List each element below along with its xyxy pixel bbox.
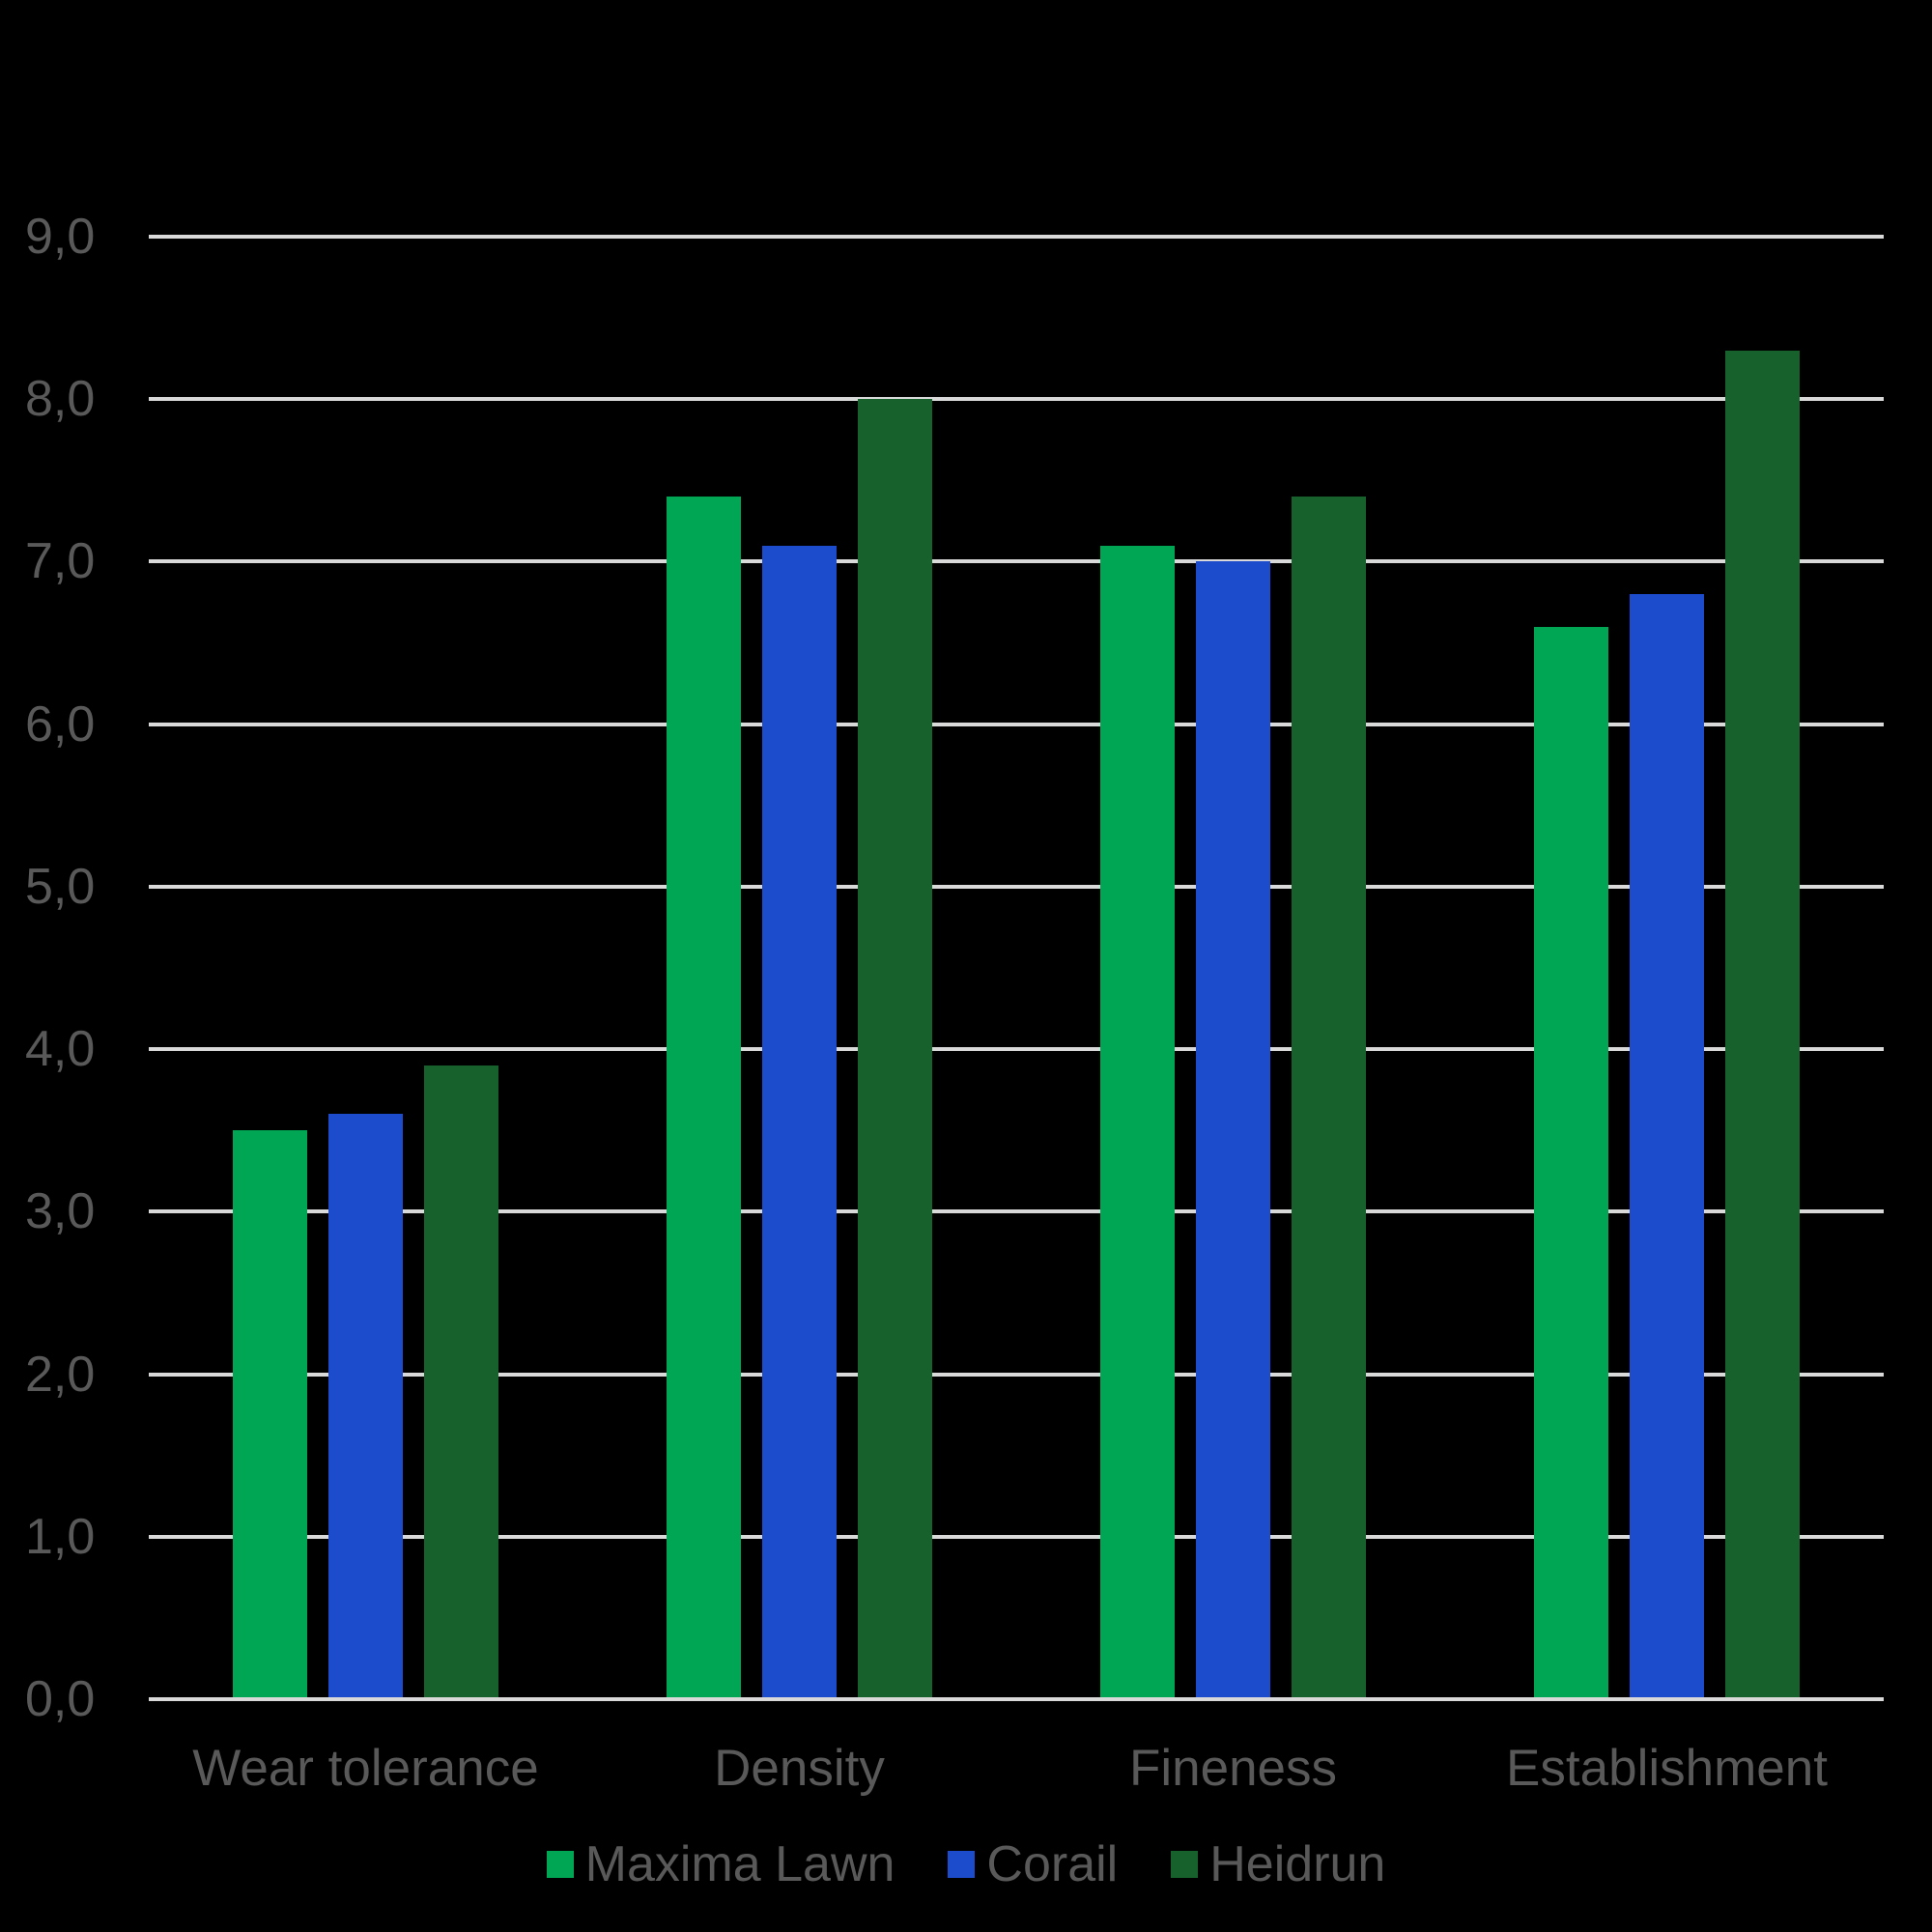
plot-area: 0,0 1,0 2,0 3,0 4,0 5,0 6,0 7,0 8,0 9,0 Wear toler… [25,210,1884,1797]
gridline [149,235,1884,239]
gridline [149,884,1884,889]
x-axis-category-label: Establishment [1506,1740,1828,1797]
bar-heidrun-wear-tolerance [424,1065,498,1699]
bar-maxima-lawn-establishment [1534,626,1608,1699]
bar-corail-fineness [1196,561,1270,1699]
legend-swatch-maxima-lawn [546,1851,574,1878]
legend: Maxima Lawn Corail Heidrun [0,1833,1932,1895]
y-axis-tick-label: 8,0 [25,371,96,428]
x-axis-category-label: Density [714,1740,885,1797]
gridline [149,722,1884,726]
x-axis-category-label: Fineness [1128,1740,1338,1797]
legend-item-maxima-lawn: Maxima Lawn [546,1835,895,1893]
legend-item-heidrun: Heidrun [1171,1835,1385,1893]
gridline [149,1209,1884,1214]
y-axis-tick-label: 6,0 [25,696,96,753]
bar-maxima-lawn-wear-tolerance [233,1130,307,1699]
gridline [149,1372,1884,1377]
y-axis-tick-label: 3,0 [25,1183,96,1240]
y-axis-tick-label: 2,0 [25,1346,96,1403]
legend-item-corail: Corail [948,1835,1118,1893]
bar-maxima-lawn-density [667,497,741,1699]
y-axis-tick-label: 4,0 [25,1021,96,1078]
bar-heidrun-establishment [1725,350,1800,1699]
legend-label-heidrun: Heidrun [1209,1836,1386,1892]
y-axis-tick-label: 1,0 [25,1508,96,1565]
gridline [149,1047,1884,1052]
y-axis-tick-label: 7,0 [25,533,96,590]
bar-heidrun-fineness [1292,497,1366,1699]
legend-swatch-corail [948,1851,976,1878]
legend-swatch-heidrun [1171,1851,1199,1878]
gridline [149,1534,1884,1539]
bar-corail-wear-tolerance [328,1114,403,1699]
legend-label-corail: Corail [986,1836,1119,1892]
y-axis-tick-label: 5,0 [25,858,96,915]
bar-corail-density [762,545,837,1699]
legend-label-maxima-lawn: Maxima Lawn [584,1836,895,1892]
x-axis-category-label: Wear tolerance [192,1740,539,1797]
bar-corail-establishment [1630,594,1704,1699]
y-axis-tick-label: 9,0 [25,209,96,265]
bar-heidrun-density [858,399,932,1699]
gridline [149,397,1884,402]
y-axis-tick-label: 0,0 [25,1671,96,1727]
x-axis-baseline [149,1697,1884,1701]
gridline [149,559,1884,564]
bar-maxima-lawn-fineness [1100,545,1175,1699]
